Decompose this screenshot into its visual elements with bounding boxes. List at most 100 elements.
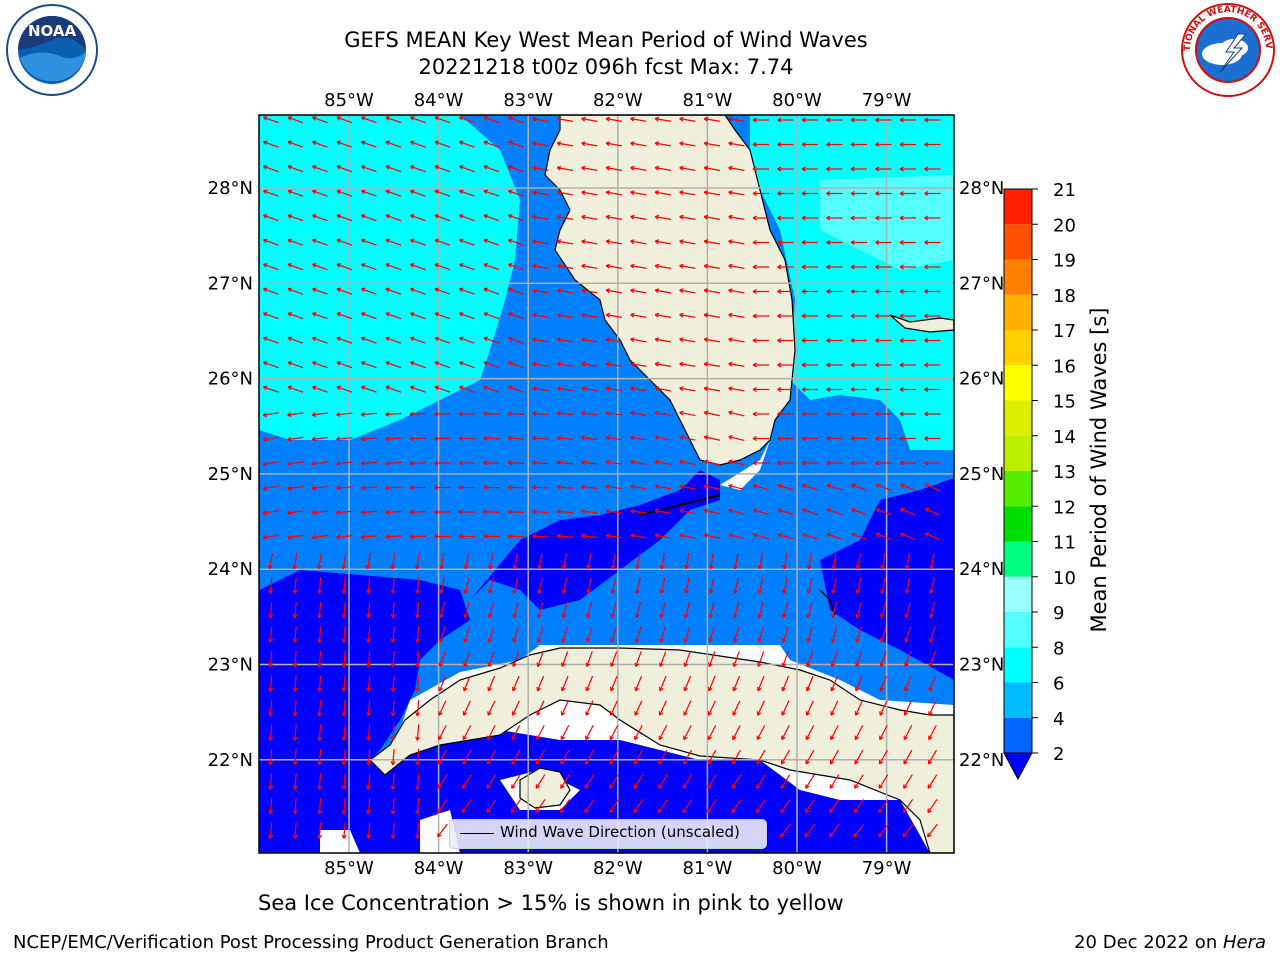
wave-direction-arrow	[684, 577, 690, 594]
wave-direction-arrow	[361, 312, 377, 320]
lon-label-top: 84°W	[414, 90, 464, 111]
wave-direction-arrow	[659, 577, 666, 594]
wave-direction-arrow	[728, 410, 745, 417]
lon-label-bottom: 83°W	[503, 858, 553, 879]
wave-direction-arrow	[556, 214, 573, 220]
wave-direction-arrow	[830, 602, 838, 619]
wave-direction-arrow	[801, 191, 818, 196]
wave-direction-arrow	[683, 700, 692, 716]
wave-direction-arrow	[679, 459, 696, 466]
wave-direction-arrow	[605, 533, 623, 539]
wave-direction-arrow	[654, 508, 671, 515]
wave-direction-arrow	[458, 436, 476, 441]
wave-direction-arrow	[605, 239, 622, 245]
wave-direction-arrow	[365, 553, 371, 570]
wave-direction-arrow	[559, 799, 571, 814]
wave-direction-arrow	[312, 165, 328, 173]
wave-direction-arrow	[336, 238, 353, 246]
wave-direction-arrow	[927, 774, 938, 789]
wave-direction-arrow	[875, 460, 892, 466]
wave-direction-arrow	[312, 385, 328, 393]
wave-direction-arrow	[415, 601, 421, 619]
wave-direction-arrow	[581, 214, 598, 220]
wave-direction-arrow	[385, 485, 402, 491]
wave-direction-arrow	[630, 361, 647, 367]
wave-direction-arrow	[508, 116, 524, 124]
wave-direction-arrow	[488, 577, 494, 594]
wave-direction-arrow	[605, 386, 622, 392]
wave-direction-arrow	[410, 312, 426, 320]
wave-direction-arrow	[361, 263, 377, 271]
wave-direction-arrow	[268, 724, 274, 741]
wave-direction-arrow	[703, 116, 720, 122]
wave-direction-arrow	[728, 288, 745, 294]
wave-direction-arrow	[586, 553, 592, 570]
wave-direction-arrow	[341, 797, 347, 815]
colorbar-segment	[1004, 576, 1032, 612]
wave-direction-arrow	[341, 626, 347, 643]
wave-direction-arrow	[875, 264, 892, 270]
wave-direction-arrow	[462, 774, 472, 789]
wave-direction-arrow	[826, 483, 843, 491]
wave-direction-arrow	[287, 534, 304, 540]
colorbar-segment	[1004, 365, 1032, 401]
wave-direction-arrow	[703, 410, 720, 417]
wave-direction-arrow	[929, 553, 935, 570]
wave-direction-arrow	[924, 289, 941, 294]
lat-label-left: 25°N	[208, 464, 253, 485]
lat-label-left: 23°N	[208, 655, 253, 676]
wave-direction-arrow	[829, 799, 840, 814]
wave-direction-arrow	[561, 651, 569, 667]
colorbar-tick-label: 12	[1053, 497, 1076, 518]
wave-direction-arrow	[459, 189, 475, 197]
wave-direction-arrow	[728, 337, 745, 343]
wave-direction-arrow	[287, 485, 304, 491]
wave-direction-arrow	[459, 165, 475, 173]
wave-direction-arrow	[732, 651, 740, 667]
wave-direction-arrow	[556, 509, 574, 514]
wave-direction-arrow	[728, 239, 745, 245]
wave-direction-arrow	[483, 116, 500, 124]
wave-direction-arrow	[292, 699, 298, 717]
wave-direction-arrow	[850, 215, 867, 221]
wave-direction-arrow	[904, 626, 911, 643]
wave-direction-arrow	[752, 460, 769, 466]
wave-direction-arrow	[732, 626, 740, 643]
wave-direction-arrow	[585, 602, 593, 619]
wave-direction-arrow	[385, 509, 402, 515]
wave-direction-arrow	[781, 626, 789, 643]
wave-direction-arrow	[610, 553, 616, 570]
wave-direction-arrow	[679, 361, 696, 367]
wave-direction-arrow	[801, 117, 818, 123]
wave-direction-arrow	[556, 460, 574, 465]
wave-direction-arrow	[654, 312, 671, 318]
wave-direction-arrow	[826, 508, 843, 516]
wave-direction-arrow	[634, 675, 643, 692]
wave-direction-arrow	[924, 117, 941, 123]
wave-direction-arrow	[630, 508, 647, 514]
colorbar-tick-label: 15	[1053, 392, 1076, 413]
wave-direction-arrow	[805, 774, 815, 789]
wave-direction-arrow	[924, 166, 941, 172]
wave-direction-arrow	[854, 749, 864, 765]
wave-direction-arrow	[654, 141, 671, 147]
wave-direction-arrow	[801, 460, 818, 466]
wave-direction-arrow	[830, 626, 838, 643]
wave-direction-arrow	[292, 577, 298, 594]
wave-direction-arrow	[703, 214, 720, 220]
wave-direction-arrow	[415, 699, 421, 717]
wave-direction-arrow	[875, 166, 892, 172]
wave-direction-arrow	[728, 508, 745, 515]
wave-direction-arrow	[560, 725, 570, 741]
wave-direction-arrow	[292, 601, 298, 619]
wave-direction-arrow	[875, 289, 892, 294]
wave-direction-arrow	[341, 577, 347, 594]
wave-direction-arrow	[483, 140, 500, 148]
wave-direction-arrow	[752, 264, 769, 270]
wave-direction-arrow	[654, 337, 671, 343]
wave-direction-arrow	[415, 650, 421, 668]
lat-label-right: 26°N	[959, 369, 1004, 390]
wave-direction-arrow	[409, 485, 427, 491]
wave-direction-arrow	[385, 165, 402, 173]
wave-direction-arrow	[605, 508, 623, 514]
